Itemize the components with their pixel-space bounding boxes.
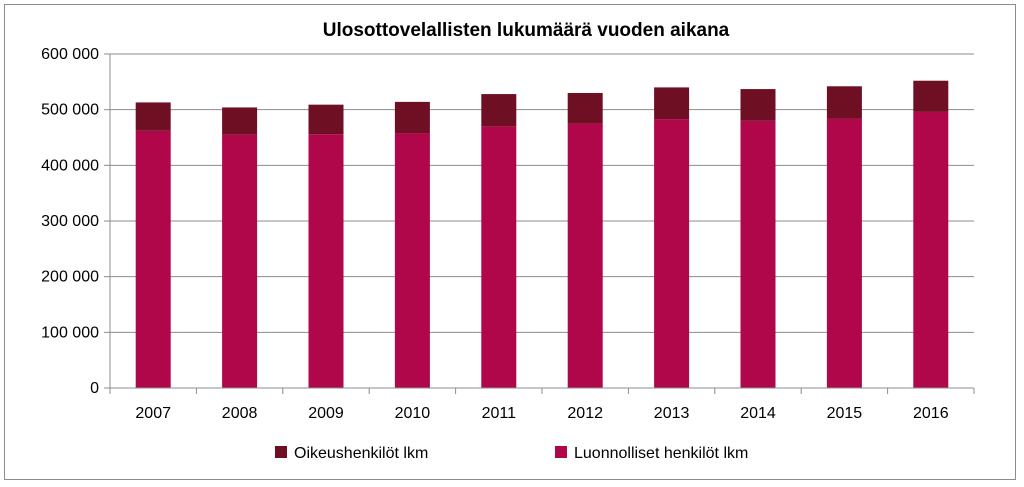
bar-oikeushenkilot [567, 92, 603, 124]
x-tick-label: 2015 [827, 405, 863, 422]
bar-luonnolliset [222, 134, 258, 388]
x-tick-label: 2011 [482, 405, 517, 422]
bar-luonnolliset [826, 118, 862, 388]
chart-title: Ulosottovelallisten lukumäärä vuoden aik… [323, 20, 730, 41]
bar-oikeushenkilot [740, 89, 776, 121]
bar-luonnolliset [567, 123, 603, 388]
legend-swatch [555, 446, 567, 458]
x-tick-label: 2012 [567, 405, 603, 422]
bar-luonnolliset [394, 133, 430, 388]
y-tick-label: 300 000 [41, 213, 99, 230]
bar-oikeushenkilot [135, 102, 171, 131]
bar-oikeushenkilot [654, 87, 690, 120]
bar-oikeushenkilot [222, 107, 258, 135]
y-axis-ticks: 0 100 000 200 000 300 000 400 000 500 000 600 … [41, 46, 110, 397]
bar-oikeushenkilot [394, 101, 430, 134]
y-tick-label: 500 000 [41, 102, 99, 119]
bar-luonnolliset [481, 126, 517, 388]
y-tick-label: 0 [90, 380, 99, 397]
bar-luonnolliset [135, 130, 171, 388]
x-tick-label: 2008 [222, 405, 258, 422]
x-tick-label: 2013 [654, 405, 690, 422]
bar-luonnolliset [740, 120, 776, 389]
x-tick-label: 2009 [308, 405, 344, 422]
bars [135, 80, 949, 389]
x-tick-label: 2016 [913, 405, 949, 422]
bar-luonnolliset [308, 134, 344, 388]
x-tick-label: 2007 [135, 405, 171, 422]
stacked-bar-chart: Ulosottovelallisten lukumäärä vuoden aik… [41, 20, 975, 462]
x-tick-label: 2010 [395, 405, 431, 422]
y-tick-label: 200 000 [41, 269, 99, 286]
legend-label: Oikeushenkilöt lkm [294, 445, 428, 462]
legend-label: Luonnolliset henkilöt lkm [574, 445, 748, 462]
x-axis-ticks: 2007 2008 2009 2010 2011 2012 2013 2014 2015 2016 [109, 388, 975, 422]
bar-oikeushenkilot [481, 94, 517, 127]
bar-oikeushenkilot [308, 104, 344, 135]
y-tick-label: 400 000 [41, 157, 99, 174]
x-tick-label: 2014 [740, 405, 776, 422]
y-tick-label: 100 000 [41, 324, 99, 341]
bar-luonnolliset [654, 119, 690, 388]
bar-luonnolliset [913, 111, 949, 388]
legend: Oikeushenkilöt lkm Luonnolliset henkilöt … [275, 445, 748, 462]
bar-oikeushenkilot [913, 80, 949, 112]
chart-frame: Ulosottovelallisten lukumäärä vuoden aik… [4, 4, 1016, 480]
legend-swatch [275, 446, 287, 458]
bar-oikeushenkilot [826, 86, 862, 119]
y-tick-label: 600 000 [41, 46, 99, 63]
